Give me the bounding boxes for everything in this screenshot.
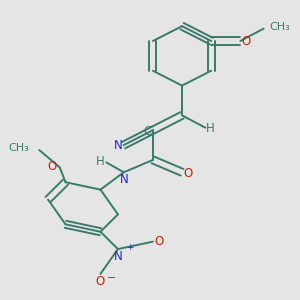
Text: O: O <box>47 160 56 172</box>
Text: C: C <box>143 125 152 138</box>
Text: O: O <box>184 167 193 180</box>
Text: −: − <box>107 273 116 283</box>
Text: +: + <box>126 243 134 252</box>
Text: N: N <box>119 173 128 186</box>
Text: H: H <box>96 155 105 168</box>
Text: CH₃: CH₃ <box>8 142 29 152</box>
Text: N: N <box>114 139 123 152</box>
Text: H: H <box>206 122 215 135</box>
Text: O: O <box>154 235 164 248</box>
Text: N: N <box>114 250 123 262</box>
Text: CH₃: CH₃ <box>269 22 290 32</box>
Text: O: O <box>242 34 251 47</box>
Text: O: O <box>96 275 105 288</box>
